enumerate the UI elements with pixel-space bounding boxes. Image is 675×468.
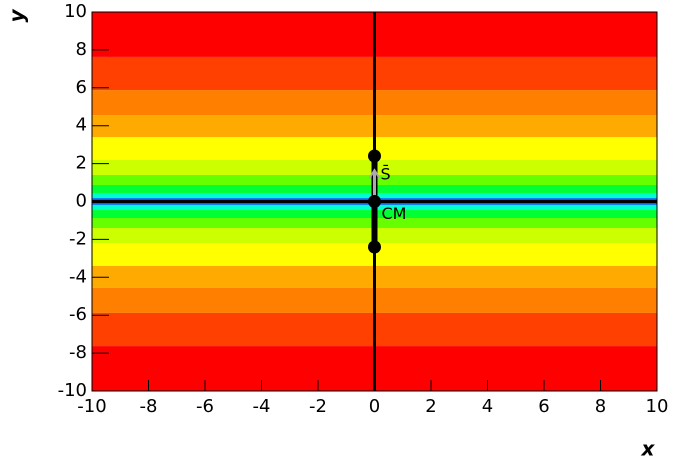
point bbox=[368, 149, 381, 163]
arrow-head bbox=[368, 168, 381, 179]
y-axis-label: y bbox=[5, 9, 29, 23]
annotation: S̄ bbox=[381, 165, 391, 184]
y-tick-label: 0 bbox=[76, 191, 87, 212]
x-tick-label: -4 bbox=[253, 396, 271, 417]
y-tick-label: 8 bbox=[76, 39, 87, 60]
y-tick-label: -6 bbox=[69, 304, 87, 325]
x-tick-label: 8 bbox=[595, 396, 606, 417]
y-tick-label: 10 bbox=[64, 1, 87, 22]
annotation: CM bbox=[382, 204, 407, 223]
y-tick-label: 2 bbox=[76, 153, 87, 174]
x-tick-label: -8 bbox=[140, 396, 158, 417]
point bbox=[368, 195, 381, 208]
y-tick-label: -2 bbox=[69, 228, 87, 249]
x-tick-label: -6 bbox=[196, 396, 214, 417]
x-tick-label: -10 bbox=[77, 396, 106, 417]
x-tick-label: 10 bbox=[646, 396, 669, 417]
y-tick-label: -8 bbox=[69, 342, 87, 363]
x-tick-label: 6 bbox=[538, 396, 549, 417]
x-tick-label: 2 bbox=[425, 396, 436, 417]
x-tick-label: 0 bbox=[369, 396, 380, 417]
y-tick-label: -4 bbox=[69, 266, 87, 287]
y-tick-label: -10 bbox=[58, 380, 87, 401]
x-axis-label: x bbox=[641, 437, 656, 461]
y-tick-label: 6 bbox=[76, 77, 87, 98]
x-tick-label: -2 bbox=[309, 396, 327, 417]
x-tick-label: 4 bbox=[482, 396, 493, 417]
point bbox=[368, 240, 381, 254]
y-tick-label: 4 bbox=[76, 115, 87, 136]
